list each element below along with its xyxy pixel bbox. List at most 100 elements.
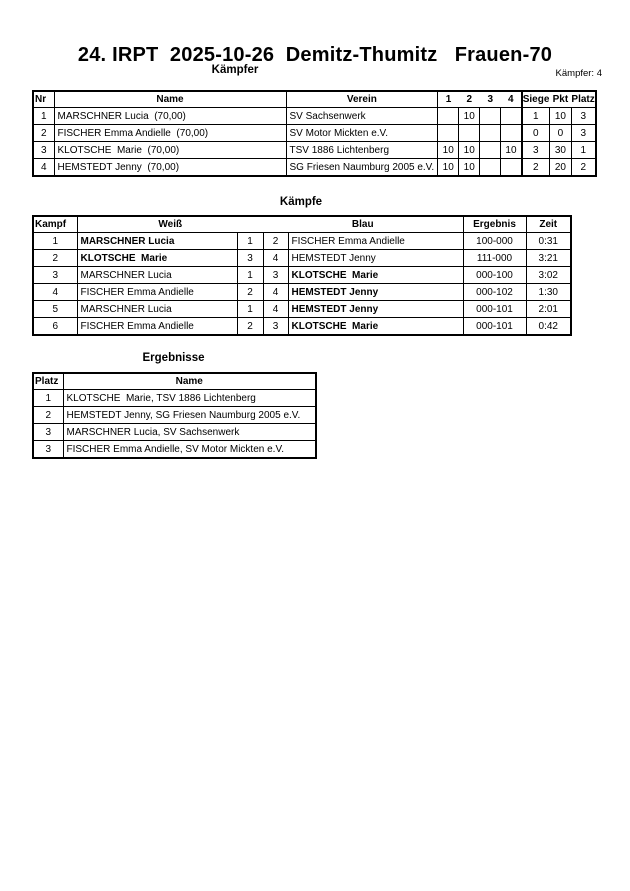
cell-kampf: 4 xyxy=(32,283,78,301)
cell-platz: 3 xyxy=(32,423,64,441)
cell-nr: 4 xyxy=(32,158,55,177)
cell-siege: 0 xyxy=(520,124,550,142)
cell-name: HEMSTEDT Jenny, SG Friesen Naumburg 2005… xyxy=(62,406,317,424)
cell-pkt: 0 xyxy=(548,124,572,142)
cell-weiss: FISCHER Emma Andielle xyxy=(76,317,238,336)
cell-score-1 xyxy=(437,124,460,142)
col-header-weiss: Weiß xyxy=(76,215,264,233)
cell-verein: TSV 1886 Lichtenberg xyxy=(285,141,439,159)
cell-kampf: 6 xyxy=(32,317,78,336)
result-row: 3 FISCHER Emma Andielle, SV Motor Mickte… xyxy=(32,440,317,459)
col-header-pkt: Pkt xyxy=(549,90,572,108)
cell-zeit: 1:30 xyxy=(525,283,572,301)
result-row: 2 HEMSTEDT Jenny, SG Friesen Naumburg 20… xyxy=(32,406,317,424)
cell-nr: 2 xyxy=(32,124,55,142)
cell-score-1 xyxy=(437,107,460,125)
fighter-row: 1 MARSCHNER Lucia (70,00) SV Sachsenwerk… xyxy=(32,107,597,125)
col-header-nr: Nr xyxy=(32,90,55,108)
cell-kampf: 2 xyxy=(32,249,78,267)
col-header-4: 4 xyxy=(500,90,523,108)
cell-platz: 3 xyxy=(570,107,597,125)
col-header-zeit: Zeit xyxy=(525,215,572,233)
fighter-row: 4 HEMSTEDT Jenny (70,00) SG Friesen Naum… xyxy=(32,158,597,177)
col-header-blau: Blau xyxy=(263,215,464,233)
cell-ergebnis: 111-000 xyxy=(462,249,527,267)
col-header-name: Name xyxy=(53,90,287,108)
cell-weiss-nr: 2 xyxy=(236,283,264,301)
cell-zeit: 3:02 xyxy=(525,266,572,284)
cell-weiss-nr: 1 xyxy=(236,266,264,284)
cell-weiss: FISCHER Emma Andielle xyxy=(76,283,238,301)
cell-score-4 xyxy=(500,107,523,125)
cell-name: FISCHER Emma Andielle, SV Motor Mickten … xyxy=(62,440,317,459)
cell-platz: 2 xyxy=(570,158,597,177)
cell-blau-nr: 4 xyxy=(262,283,289,301)
cell-platz: 3 xyxy=(570,124,597,142)
cell-blau-nr: 2 xyxy=(262,232,289,250)
cell-name: KLOTSCHE Marie, TSV 1886 Lichtenberg xyxy=(62,389,317,407)
cell-weiss-nr: 1 xyxy=(236,232,264,250)
cell-siege: 3 xyxy=(520,141,550,159)
cell-platz: 1 xyxy=(570,141,597,159)
cell-kampf: 1 xyxy=(32,232,78,250)
fighters-table: Nr Name Verein 1 2 3 4 Siege Pkt Platz 1… xyxy=(32,90,597,177)
page-title: 24. IRPT 2025-10-26 Demitz-Thumitz Fraue… xyxy=(77,44,553,66)
cell-nr: 1 xyxy=(32,107,55,125)
fight-row: 2 KLOTSCHE Marie 3 4 HEMSTEDT Jenny 111-… xyxy=(32,249,572,267)
cell-blau-nr: 3 xyxy=(262,266,289,284)
cell-ergebnis: 000-100 xyxy=(462,266,527,284)
cell-blau: HEMSTEDT Jenny xyxy=(287,283,464,301)
cell-score-3 xyxy=(479,158,502,177)
result-row: 3 MARSCHNER Lucia, SV Sachsenwerk xyxy=(32,423,317,441)
cell-weiss: MARSCHNER Lucia xyxy=(76,300,238,318)
cell-score-4 xyxy=(500,124,523,142)
cell-name: HEMSTEDT Jenny (70,00) xyxy=(53,158,287,177)
cell-score-2 xyxy=(458,124,481,142)
cell-score-3 xyxy=(479,124,502,142)
col-header-kampf: Kampf xyxy=(32,215,78,233)
col-header-3: 3 xyxy=(479,90,502,108)
cell-pkt: 20 xyxy=(548,158,572,177)
fight-row: 6 FISCHER Emma Andielle 2 3 KLOTSCHE Mar… xyxy=(32,317,572,336)
cell-score-2: 10 xyxy=(458,107,481,125)
cell-weiss: MARSCHNER Lucia xyxy=(76,232,238,250)
fighters-section-title: Kämpfer xyxy=(211,64,259,76)
fighters-header-row: Nr Name Verein 1 2 3 4 Siege Pkt Platz xyxy=(32,90,597,108)
cell-weiss-nr: 2 xyxy=(236,317,264,336)
cell-zeit: 3:21 xyxy=(525,249,572,267)
col-header-platz: Platz xyxy=(571,90,597,108)
col-header-verein: Verein xyxy=(285,90,439,108)
results-header-row: Platz Name xyxy=(32,372,317,390)
cell-verein: SV Sachsenwerk xyxy=(285,107,439,125)
fights-section-title: Kämpfe xyxy=(279,196,323,208)
cell-zeit: 2:01 xyxy=(525,300,572,318)
cell-pkt: 10 xyxy=(548,107,572,125)
cell-name: KLOTSCHE Marie (70,00) xyxy=(53,141,287,159)
cell-score-2: 10 xyxy=(458,158,481,177)
cell-score-3 xyxy=(479,141,502,159)
cell-score-4: 10 xyxy=(500,141,523,159)
cell-kampf: 5 xyxy=(32,300,78,318)
cell-platz: 3 xyxy=(32,440,64,459)
cell-weiss: MARSCHNER Lucia xyxy=(76,266,238,284)
cell-blau: HEMSTEDT Jenny xyxy=(287,300,464,318)
cell-score-1: 10 xyxy=(437,158,460,177)
cell-ergebnis: 000-101 xyxy=(462,317,527,336)
cell-blau-nr: 3 xyxy=(262,317,289,336)
cell-kampf: 3 xyxy=(32,266,78,284)
fights-table: Kampf Weiß Blau Ergebnis Zeit 1 MARSCHNE… xyxy=(32,215,572,336)
cell-blau: HEMSTEDT Jenny xyxy=(287,249,464,267)
col-header-platz: Platz xyxy=(32,372,64,390)
fights-header-row: Kampf Weiß Blau Ergebnis Zeit xyxy=(32,215,572,233)
col-header-ergebnis: Ergebnis xyxy=(462,215,527,233)
cell-verein: SG Friesen Naumburg 2005 e.V. xyxy=(285,158,439,177)
fighter-row: 3 KLOTSCHE Marie (70,00) TSV 1886 Lichte… xyxy=(32,141,597,159)
cell-siege: 2 xyxy=(520,158,550,177)
results-section-title: Ergebnisse xyxy=(142,352,205,364)
cell-zeit: 0:31 xyxy=(525,232,572,250)
cell-weiss-nr: 1 xyxy=(236,300,264,318)
fight-row: 3 MARSCHNER Lucia 1 3 KLOTSCHE Marie 000… xyxy=(32,266,572,284)
cell-name: MARSCHNER Lucia (70,00) xyxy=(53,107,287,125)
cell-score-1: 10 xyxy=(437,141,460,159)
